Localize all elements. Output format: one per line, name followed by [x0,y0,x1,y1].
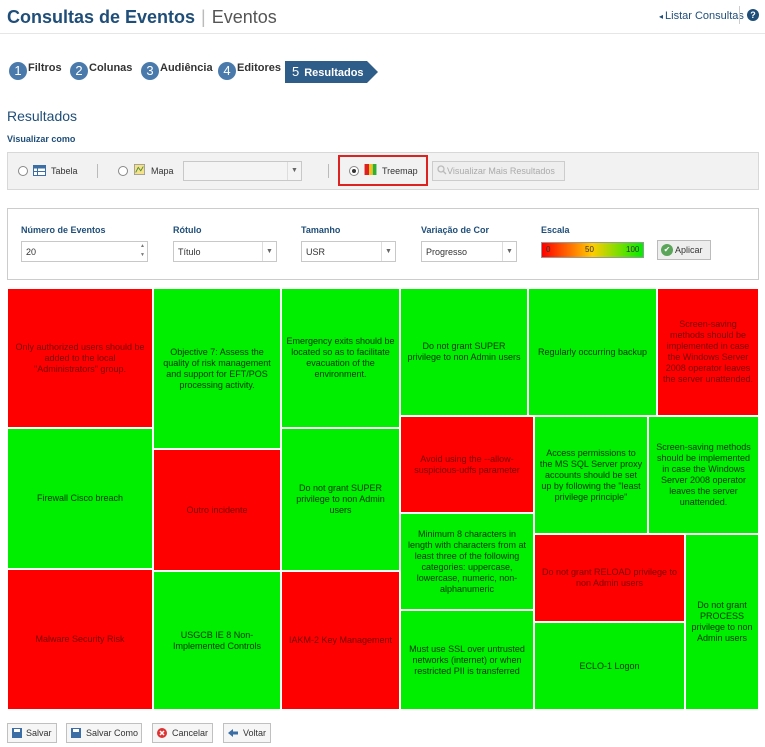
treemap-cell[interactable]: ECLO-1 Logon [534,622,685,710]
treemap-cell[interactable]: Screen-saving methods should be implemen… [657,288,759,416]
treemap-cell[interactable]: IAKM-2 Key Management [281,571,400,710]
arrow-left-icon [228,729,238,737]
help-icon[interactable]: ? [747,9,759,21]
tamanho-label: Tamanho [301,225,341,235]
treemap-cell[interactable]: Regularly occurring backup [528,288,657,416]
divider [97,164,98,178]
table-icon [33,165,46,176]
treemap-highlight [338,155,428,186]
treemap-cell[interactable]: Avoid using the --allow-suspicious-udfs … [400,416,534,513]
color-scale: 0 50 100 [541,242,644,258]
treemap-cell[interactable]: Objective 7: Assess the quality of risk … [153,288,281,449]
num-events-input[interactable]: 20 ▲ ▼ [21,241,148,262]
escala-label: Escala [541,225,570,235]
save-button[interactable]: Salvar [7,723,57,743]
check-icon: ✔ [661,244,673,256]
table-label: Tabela [51,166,78,176]
save-as-button[interactable]: Salvar Como [66,723,142,743]
treemap-cell[interactable]: USGCB IE 8 Non-Implemented Controls [153,571,281,710]
treemap-cell[interactable]: Do not grant RELOAD privilege to non Adm… [534,534,685,622]
treemap-cell[interactable]: Malware Security Risk [7,569,153,710]
view-as-label: Visualizar como [7,134,76,144]
chevron-down-icon: ▼ [262,242,276,261]
radio-table[interactable] [18,166,28,176]
variacao-select[interactable]: Progresso ▼ [421,241,517,262]
rotulo-label: Rótulo [173,225,202,235]
step-resultados[interactable]: 5 Resultados [285,61,378,83]
map-icon [134,164,145,175]
treemap-cell[interactable]: Only authorized users should be added to… [7,288,153,428]
page-title: Consultas de Eventos | Eventos [7,7,277,27]
treemap-cell[interactable]: Do not grant SUPER privilege to non Admi… [400,288,528,416]
page-subtitle: Eventos [211,7,277,27]
save-as-icon [71,728,81,738]
divider [328,164,329,178]
treemap-cell[interactable]: Outro incidente [153,449,281,571]
search-icon [437,165,447,175]
step-colunas[interactable]: 2 Colunas [70,62,132,80]
treemap-cell[interactable]: Firewall Cisco breach [7,428,153,569]
treemap-cell[interactable]: Screen-saving methods should be implemen… [648,416,759,534]
chevron-down-icon: ▼ [502,242,516,261]
treemap-cell[interactable]: Access permissions to the MS SQL Server … [534,416,648,534]
treemap-cell[interactable]: Do not grant SUPER privilege to non Admi… [281,428,400,571]
back-button[interactable]: Voltar [223,723,271,743]
list-queries-link[interactable]: ◂ Listar Consultas [659,10,744,22]
step-audiencia[interactable]: 3 Audiência [141,62,213,80]
step-editores[interactable]: 4 Editores [218,62,281,80]
section-title: Resultados [7,108,78,124]
more-results-button[interactable]: Visualizar Mais Resultados [432,161,565,181]
stepper-icon[interactable]: ▲ ▼ [140,243,145,258]
cancel-button[interactable]: Cancelar [152,723,213,743]
tamanho-select[interactable]: USR ▼ [301,241,396,262]
apply-button[interactable]: ✔ Aplicar [657,240,711,260]
num-events-label: Número de Eventos [21,225,106,235]
radio-treemap[interactable] [349,166,359,176]
divider [739,6,740,24]
treemap-cell[interactable]: Must use SSL over untrusted networks (in… [400,610,534,710]
caret-left-icon: ◂ [659,12,664,21]
treemap: Only authorized users should be added to… [7,288,759,710]
map-select[interactable]: ▼ [183,161,302,181]
view-toolbar [7,152,759,190]
treemap-label: Treemap [382,166,418,176]
treemap-cell[interactable]: Do not grant PROCESS privilege to non Ad… [685,534,759,710]
cancel-icon [157,728,167,738]
map-label: Mapa [151,166,174,176]
treemap-cell[interactable]: Minimum 8 characters in length with char… [400,513,534,610]
rotulo-select[interactable]: Título ▼ [173,241,277,262]
header: Consultas de Eventos | Eventos ◂ Listar Con… [0,0,765,34]
save-icon [12,728,22,738]
chevron-down-icon: ▼ [381,242,395,261]
variacao-label: Variação de Cor [421,225,490,235]
radio-map[interactable] [118,166,128,176]
treemap-cell[interactable]: Emergency exits should be located so as … [281,288,400,428]
step-filtros[interactable]: 1 Filtros [9,62,62,80]
treemap-icon [364,164,377,175]
